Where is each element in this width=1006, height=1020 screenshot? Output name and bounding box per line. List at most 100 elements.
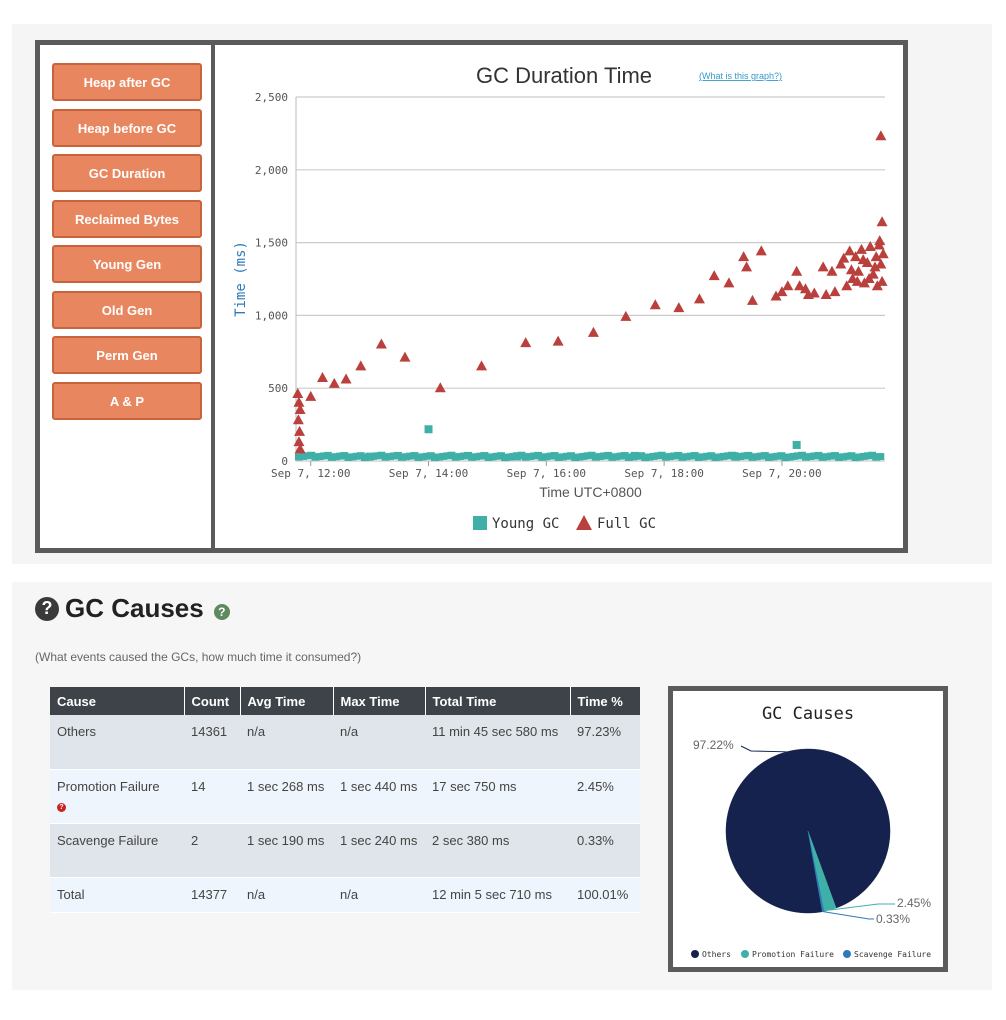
young-gc-point [410,452,419,460]
x-tick-label: Sep 7, 18:00 [624,467,703,480]
pie-label-connector [830,903,895,911]
full-gc-point [340,373,352,384]
young-gc-point [686,452,695,460]
full-gc-point [850,251,862,262]
young-gc-point [595,453,604,461]
full-gc-point [294,404,306,415]
full-gc-point [851,275,863,286]
young-gc-point [480,452,489,460]
full-gc-point [845,264,857,275]
full-gc-point [776,286,788,297]
full-gc-point [855,243,867,254]
column-header: Total Time [425,687,571,715]
gc-causes-heading: ? GC Causes ? [35,593,230,624]
young-gc-point [323,451,332,459]
full-gc-point [874,235,886,246]
young-gc-point [678,453,687,461]
young-gc-point [591,453,600,461]
help-icon[interactable]: ? [57,802,66,812]
young-gc-point [562,452,571,460]
pie-data-label: 0.33% [876,912,910,926]
young-gc-point [327,453,336,461]
young-gc-point [723,452,732,460]
young-gc-point [424,425,433,434]
young-gc-point [476,452,485,460]
column-header: Count [184,687,241,715]
young-gc-point [534,451,543,459]
gc-chart-frame: Heap after GC Heap before GC GC Duration… [35,40,908,553]
young-gc-point [311,453,320,461]
full-gc-point [841,280,853,291]
young-gc-point [781,454,790,462]
full-gc-point [399,351,411,362]
heap-after-gc-button[interactable]: Heap after GC [52,63,202,101]
young-gc-point [373,452,382,460]
young-gc-point [501,454,510,462]
young-gc-point [826,452,835,460]
young-gc-point [571,454,580,462]
young-gc-point [381,453,390,461]
young-gc-point [872,453,881,461]
full-gc-point [738,251,750,262]
x-tick-label: Sep 7, 20:00 [742,467,821,480]
young-gc-point [876,453,885,461]
young-gc-point [398,453,407,461]
young-gc-point [604,451,613,459]
table-cell: 0.33% [570,823,640,878]
young-gc-point [344,453,353,461]
young-gc-point [575,453,584,461]
young-gc-point [340,452,349,460]
column-header: Cause [50,687,185,715]
pie-legend-label: Others [702,950,731,959]
full-gc-point [844,245,856,256]
column-header: Avg Time [240,687,334,715]
legend-full-gc-label: Full GC [597,516,656,532]
help-icon[interactable]: ? [213,603,230,620]
x-tick-label: Sep 7, 16:00 [507,467,586,480]
young-gc-point [365,452,374,461]
full-gc-point [292,388,304,399]
full-gc-point [870,251,882,262]
a-and-p-button[interactable]: A & P [52,382,202,420]
gc-duration-chart-area: GC Duration Time (What is this graph?) 0 50… [219,45,903,548]
young-gc-point [385,453,394,461]
young-gc-point [435,453,444,461]
young-gc-point [719,452,728,460]
young-gc-point [352,452,361,460]
full-gc-point [808,287,820,298]
young-gc-point [847,452,856,460]
young-gc-point [542,453,551,461]
young-gc-point [554,453,563,461]
old-gen-button[interactable]: Old Gen [52,291,202,329]
young-gen-button[interactable]: Young Gen [52,245,202,283]
table-cell: 2 [184,823,240,878]
young-gc-point [839,453,848,461]
young-gc-point [785,453,794,461]
table-cell: 1 sec 440 ms [333,769,425,824]
young-gc-point [674,451,683,459]
young-gc-point [468,453,477,461]
heap-before-gc-button[interactable]: Heap before GC [52,109,202,147]
perm-gen-button[interactable]: Perm Gen [52,336,202,374]
young-gc-point [715,453,724,461]
young-gc-point [666,453,675,461]
full-gc-point [782,280,794,291]
full-gc-point [835,258,847,269]
what-is-this-graph-link[interactable]: (What is this graph?) [699,71,782,81]
cause-label: Promotion Failure [57,778,160,794]
chart-title: GC Duration Time [476,63,652,88]
young-gc-point [319,452,328,460]
gc-duration-button[interactable]: GC Duration [52,154,202,192]
reclaimed-bytes-button[interactable]: Reclaimed Bytes [52,200,202,238]
full-gc-point [693,293,705,304]
young-gc-point [657,451,666,459]
young-gc-point [637,452,646,460]
young-gc-point [426,452,435,460]
young-gc-point [748,453,757,461]
young-gc-point [773,452,782,460]
young-gc-point [418,453,427,461]
table-row: Others 14361 n/a n/a 11 min 45 sec 580 m… [50,715,640,770]
table-cell: 14361 [184,715,240,770]
young-gc-point [641,454,650,462]
legend-young-gc-swatch [473,516,487,530]
